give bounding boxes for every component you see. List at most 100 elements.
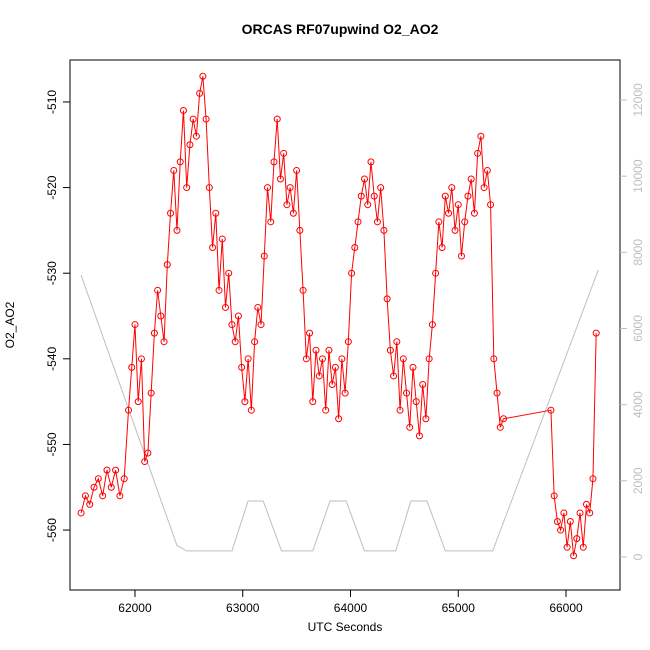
data-point xyxy=(94,475,102,483)
y2-tick-label: 4000 xyxy=(631,391,645,418)
data-point xyxy=(432,269,440,277)
data-point xyxy=(150,329,158,337)
data-point xyxy=(196,89,204,97)
data-point xyxy=(315,372,323,380)
data-point xyxy=(283,201,291,209)
data-point xyxy=(364,201,372,209)
data-point xyxy=(141,458,149,466)
data-point xyxy=(120,475,128,483)
data-point xyxy=(260,252,268,260)
data-point xyxy=(103,466,111,474)
chart-title: ORCAS RF07upwind O2_AO2 xyxy=(242,21,439,37)
y-tick-label: -550 xyxy=(45,432,59,456)
data-point xyxy=(425,355,433,363)
data-point xyxy=(553,518,561,526)
series-line xyxy=(80,76,597,556)
data-point xyxy=(448,184,456,192)
data-point xyxy=(500,415,508,423)
data-point xyxy=(221,303,229,311)
data-point xyxy=(566,518,574,526)
data-point xyxy=(464,192,472,200)
data-point xyxy=(467,175,475,183)
data-point xyxy=(335,415,343,423)
x-tick-label: 62000 xyxy=(118,601,152,615)
data-point xyxy=(134,398,142,406)
data-point xyxy=(254,303,262,311)
y2-tick-label: 2000 xyxy=(631,467,645,494)
data-point xyxy=(331,363,339,371)
data-point xyxy=(550,492,558,500)
data-point xyxy=(276,175,284,183)
data-point xyxy=(234,312,242,320)
data-point xyxy=(373,218,381,226)
data-point xyxy=(438,244,446,252)
data-point xyxy=(322,406,330,414)
data-point xyxy=(170,166,178,174)
data-point xyxy=(399,355,407,363)
data-point xyxy=(406,423,414,431)
data-point xyxy=(361,175,369,183)
y2-tick-label: 12000 xyxy=(631,83,645,117)
x-tick-label: 64000 xyxy=(334,601,368,615)
y2-tick-label: 8000 xyxy=(631,239,645,266)
data-point xyxy=(173,226,181,234)
data-point xyxy=(415,432,423,440)
data-point xyxy=(383,295,391,303)
data-point xyxy=(309,398,317,406)
data-point xyxy=(370,192,378,200)
data-point xyxy=(270,158,278,166)
data-point xyxy=(474,149,482,157)
y2-tick-label: 0 xyxy=(631,553,645,560)
data-point xyxy=(428,321,436,329)
data-point xyxy=(579,543,587,551)
data-point xyxy=(125,406,133,414)
data-point xyxy=(241,398,249,406)
plot-box xyxy=(69,59,621,591)
data-point xyxy=(586,509,594,517)
data-point xyxy=(357,192,365,200)
data-point xyxy=(386,346,394,354)
data-point xyxy=(557,526,565,534)
data-point xyxy=(483,166,491,174)
data-point xyxy=(212,209,220,217)
data-point xyxy=(215,286,223,294)
data-point xyxy=(280,149,288,157)
data-point xyxy=(205,184,213,192)
x-tick-label: 63000 xyxy=(226,601,260,615)
data-point xyxy=(454,201,462,209)
data-point xyxy=(409,363,417,371)
data-point xyxy=(163,261,171,269)
data-point xyxy=(90,483,98,491)
data-point xyxy=(457,252,465,260)
data-point xyxy=(487,201,495,209)
x-tick-label: 66000 xyxy=(549,601,583,615)
data-point xyxy=(480,184,488,192)
y-tick-label: -560 xyxy=(45,518,59,542)
data-point xyxy=(128,363,136,371)
data-point xyxy=(390,372,398,380)
x-axis-label: UTC Seconds xyxy=(308,620,383,634)
data-point xyxy=(451,226,459,234)
data-point xyxy=(264,184,272,192)
data-point xyxy=(189,115,197,123)
data-point xyxy=(296,226,304,234)
data-point xyxy=(312,346,320,354)
y-tick-label: -510 xyxy=(45,90,59,114)
data-point xyxy=(435,218,443,226)
data-point xyxy=(380,226,388,234)
data-point xyxy=(225,269,233,277)
data-point xyxy=(244,355,252,363)
data-point xyxy=(570,552,578,560)
data-point xyxy=(289,209,297,217)
data-point xyxy=(176,158,184,166)
data-point xyxy=(179,107,187,115)
data-point xyxy=(81,492,89,500)
data-point xyxy=(202,115,210,123)
data-point xyxy=(228,321,236,329)
data-point xyxy=(273,115,281,123)
data-point xyxy=(328,381,336,389)
data-point xyxy=(318,355,326,363)
data-point xyxy=(238,363,246,371)
